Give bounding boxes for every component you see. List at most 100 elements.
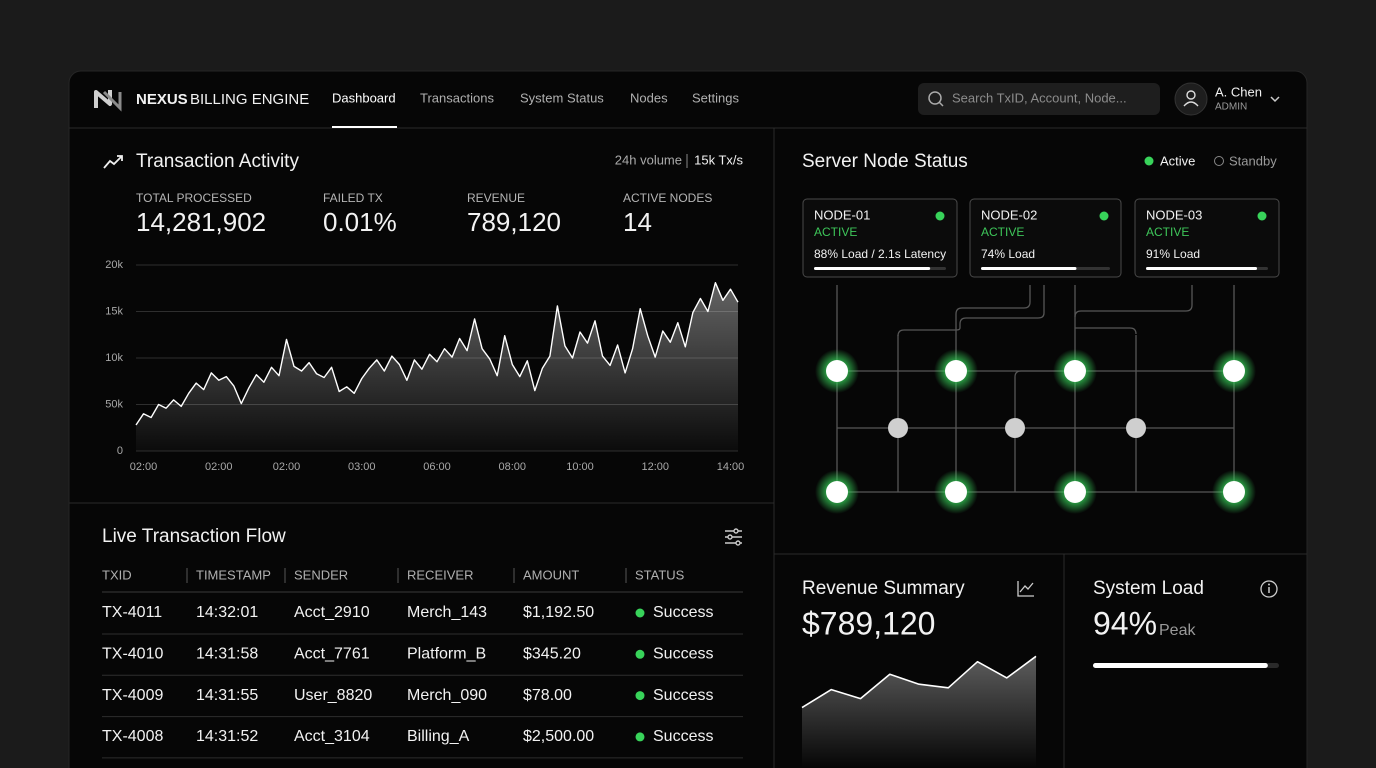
brand-name: NEXUS <box>136 91 188 108</box>
node-indicator <box>935 211 945 221</box>
node-detail: 74% Load <box>981 247 1035 261</box>
node-indicator <box>1257 211 1267 221</box>
cell: $1,192.50 <box>523 604 594 621</box>
volume-value: 15k Tx/s <box>694 152 743 167</box>
column-header: STATUS <box>635 567 685 582</box>
user-name: A. Chen <box>1215 84 1262 99</box>
info-icon[interactable] <box>1260 580 1278 598</box>
node-name: NODE-01 <box>814 207 870 222</box>
node-card[interactable] <box>1134 198 1280 278</box>
cell: Acct_3104 <box>294 728 370 745</box>
user-menu-chevron[interactable] <box>1270 96 1280 103</box>
logo <box>94 90 122 112</box>
revenue-value: $789,120 <box>802 605 935 641</box>
cell: Acct_7761 <box>294 646 370 663</box>
column-header: SENDER <box>294 567 348 582</box>
panel-title: System Load <box>1093 578 1204 599</box>
nav-item[interactable]: Nodes <box>630 90 668 105</box>
column-header: RECEIVER <box>407 567 473 582</box>
node-card[interactable] <box>969 198 1122 278</box>
legend-label: Active <box>1160 153 1195 168</box>
search-icon <box>928 91 944 107</box>
status-dot <box>635 608 645 618</box>
cell: Success <box>653 687 713 704</box>
cell: 14:31:52 <box>196 728 258 745</box>
cell: Success <box>653 728 713 745</box>
column-header: TIMESTAMP <box>196 567 271 582</box>
x-tick-label: 02:00 <box>273 461 301 473</box>
x-tick-label: 02:00 <box>130 461 158 473</box>
node-status: ACTIVE <box>981 225 1024 239</box>
stat-value: 14,281,902 <box>136 207 266 237</box>
stat-label: ACTIVE NODES <box>623 191 712 205</box>
panel-title: Revenue Summary <box>802 578 965 599</box>
cell: $2,500.00 <box>523 728 594 745</box>
status-dot <box>635 732 645 742</box>
y-tick-label: 0 <box>117 445 123 457</box>
search-box[interactable] <box>918 83 1160 115</box>
cell: Success <box>653 646 713 663</box>
legend-label: Standby <box>1229 153 1277 168</box>
stat-value: 0.01% <box>323 207 397 237</box>
user-avatar[interactable] <box>1174 82 1208 116</box>
status-dot <box>635 649 645 659</box>
cell: Acct_2910 <box>294 604 370 621</box>
node-card[interactable] <box>802 198 958 278</box>
topology-nodes <box>815 349 1256 514</box>
search-placeholder: Search TxID, Account, Node... <box>952 90 1127 105</box>
nav-item[interactable]: System Status <box>520 90 604 105</box>
x-tick-label: 12:00 <box>641 461 669 473</box>
filter-icon[interactable] <box>725 528 742 546</box>
node-name: NODE-02 <box>981 207 1037 222</box>
sparkline <box>801 655 1037 709</box>
load-note: Peak <box>1159 622 1196 639</box>
area-line <box>135 282 739 426</box>
legend-swatch <box>1144 156 1154 166</box>
node-detail: 88% Load / 2.1s Latency <box>814 247 946 261</box>
y-tick-label: 20k <box>105 259 123 271</box>
stat-value: 14 <box>623 207 652 237</box>
x-tick-label: 06:00 <box>423 461 451 473</box>
stat-label: TOTAL PROCESSED <box>136 191 252 205</box>
nav-item[interactable]: Dashboard <box>332 90 396 105</box>
x-tick-label: 10:00 <box>566 461 594 473</box>
status-dot <box>635 691 645 701</box>
cell: TX-4011 <box>102 604 162 621</box>
nav-item[interactable]: Transactions <box>420 90 494 105</box>
node-status: ACTIVE <box>1146 225 1189 239</box>
area-fill <box>136 282 738 451</box>
panel-title: Live Transaction Flow <box>102 526 286 547</box>
cell: Success <box>653 604 713 621</box>
user-role: ADMIN <box>1215 102 1247 113</box>
load-bar <box>1093 663 1268 668</box>
panel-title: Transaction Activity <box>136 151 299 172</box>
cell: Platform_B <box>407 646 486 663</box>
node-indicator <box>1099 211 1109 221</box>
sparkline-fill <box>802 656 1036 768</box>
y-tick-label: 10k <box>105 352 123 364</box>
x-tick-label: 08:00 <box>498 461 526 473</box>
legend-swatch <box>1214 156 1224 166</box>
x-tick-label: 02:00 <box>205 461 233 473</box>
y-tick-label: 50k <box>105 398 123 410</box>
panel-title: Server Node Status <box>802 151 968 172</box>
load-bar <box>1146 267 1258 270</box>
trend-icon <box>103 155 123 169</box>
cell: 14:31:58 <box>196 646 258 663</box>
cell: $78.00 <box>523 687 572 704</box>
cell: TX-4008 <box>102 728 163 745</box>
cell: TX-4009 <box>102 687 163 704</box>
column-header: AMOUNT <box>523 567 579 582</box>
cell: 14:32:01 <box>196 604 258 621</box>
cell: Merch_090 <box>407 687 487 704</box>
x-tick-label: 14:00 <box>717 461 745 473</box>
volume-label: 24h volume <box>615 152 682 167</box>
node-detail: 91% Load <box>1146 247 1200 261</box>
chart-icon <box>1017 581 1034 597</box>
column-header: TXID <box>102 567 132 582</box>
load-bar <box>814 267 931 270</box>
cell: $345.20 <box>523 646 581 663</box>
nav-item[interactable]: Settings <box>692 90 739 105</box>
